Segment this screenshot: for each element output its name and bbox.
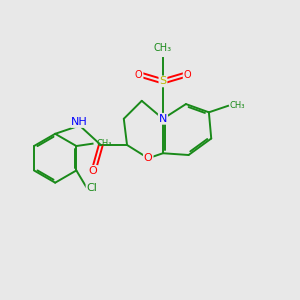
Text: O: O (88, 166, 97, 176)
Text: NH: NH (71, 117, 88, 127)
Text: CH₃: CH₃ (230, 101, 245, 110)
Text: O: O (135, 70, 142, 80)
Text: O: O (144, 153, 153, 163)
Text: N: N (159, 114, 167, 124)
Text: Cl: Cl (86, 183, 98, 193)
Text: O: O (184, 70, 191, 80)
Text: CH₃: CH₃ (154, 43, 172, 53)
Text: S: S (159, 76, 167, 86)
Text: CH₃: CH₃ (96, 139, 112, 148)
